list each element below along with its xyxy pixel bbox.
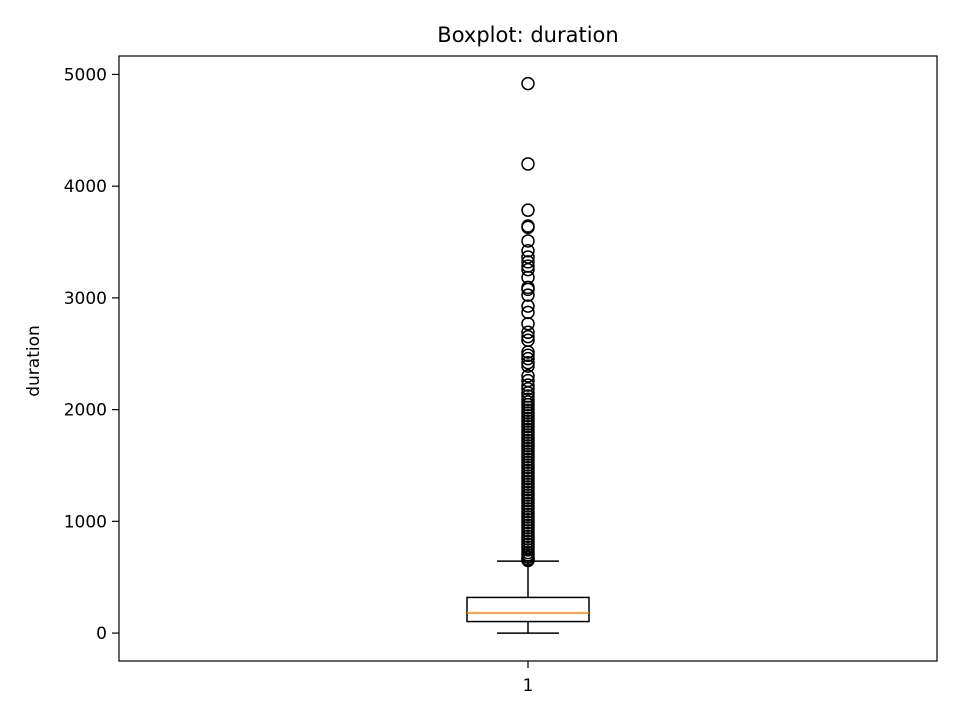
- y-tick-label: 3000: [64, 289, 107, 309]
- outlier-point: [521, 234, 535, 248]
- outlier-point: [521, 282, 535, 297]
- outlier-point: [521, 299, 535, 313]
- outlier-point: [521, 316, 535, 331]
- outlier-point: [521, 378, 535, 392]
- outlier-point: [521, 381, 535, 396]
- outlier-point: [521, 255, 535, 269]
- outlier-point: [521, 203, 535, 217]
- chart-title: Boxplot: duration: [437, 23, 618, 47]
- outlier-point: [521, 157, 535, 171]
- outlier-point: [521, 355, 535, 370]
- outlier-point: [521, 553, 535, 568]
- y-tick-label: 2000: [64, 401, 107, 421]
- outlier-point: [521, 243, 535, 258]
- y-tick-label: 4000: [64, 177, 107, 197]
- iqr-box: [466, 596, 590, 623]
- plot-area: 0 1000 2000 3000 4000 5000 1: [64, 55, 938, 696]
- outlier-point: [521, 76, 535, 91]
- outlier-point: [521, 288, 535, 302]
- y-axis-label: duration: [24, 325, 44, 397]
- axes-frame: [118, 55, 938, 662]
- outlier-point: [521, 262, 535, 277]
- outlier-point: [521, 359, 535, 373]
- y-tick-label: 0: [96, 624, 107, 644]
- outlier-point: [521, 348, 535, 362]
- x-tick-label: 1: [523, 676, 534, 696]
- outlier-point: [521, 345, 535, 359]
- y-tick-label: 1000: [64, 512, 107, 532]
- outlier-point: [521, 351, 535, 366]
- outlier-point: [521, 325, 535, 340]
- y-tick-label: 5000: [64, 65, 107, 85]
- outlier-point: [521, 220, 535, 235]
- outlier-point: [521, 329, 535, 344]
